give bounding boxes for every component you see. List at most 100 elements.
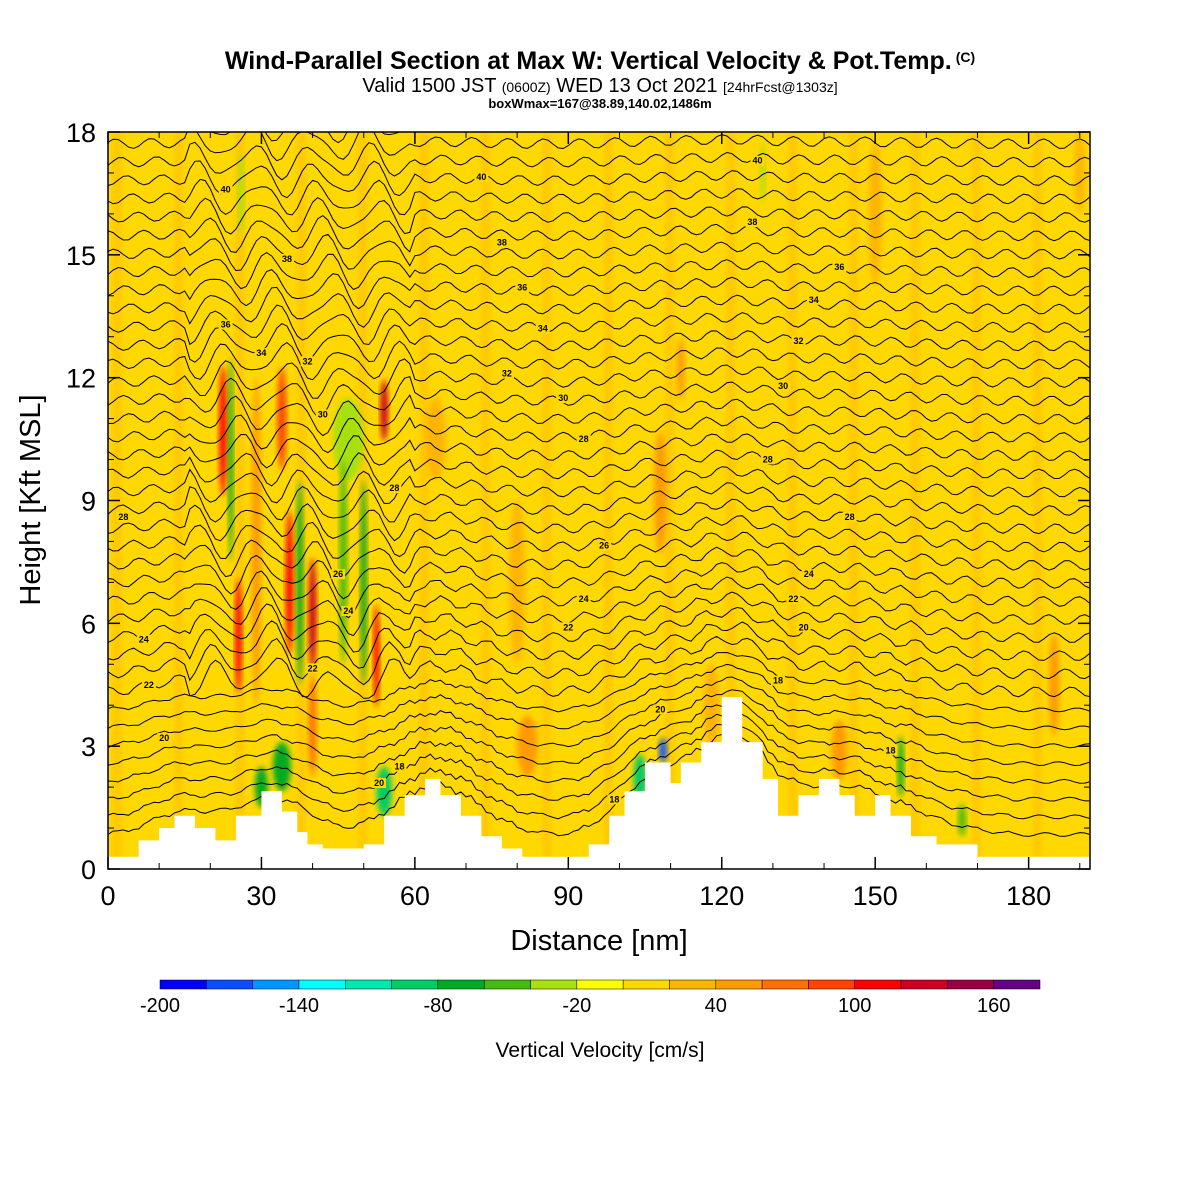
contour-label-bg [801, 569, 816, 580]
contour-label: 26 [599, 541, 609, 551]
contour-label-bg [515, 282, 530, 293]
valid-utc: (0600Z) [501, 79, 551, 95]
contour-label: 28 [389, 483, 399, 493]
velocity-feature [373, 604, 380, 708]
contour-label-bg [883, 745, 898, 756]
theta-contour-line [108, 358, 1090, 399]
valid-date: WED 13 Oct 2021 [556, 75, 718, 97]
contour-label-bg [556, 393, 571, 404]
contour-label-bg [842, 511, 857, 522]
contour-label-bg [116, 511, 131, 522]
x-tick-label: 60 [400, 881, 430, 911]
contour-label: 34 [538, 324, 548, 334]
theta-contour-line [108, 701, 1090, 784]
field-band [563, 132, 572, 869]
contour-label-bg [474, 172, 489, 183]
field-band [624, 132, 633, 869]
theta-contours [108, 132, 1090, 837]
field-band [1054, 132, 1063, 869]
contour-label-bg [392, 761, 407, 772]
field-band [481, 132, 490, 869]
velocity-feature [296, 480, 304, 685]
x-axis-title: Distance [nm] [510, 925, 687, 957]
contour-label-bg [341, 606, 356, 617]
theta-contour-line [108, 160, 1090, 199]
colorbar-swatch [437, 979, 485, 990]
colorbar-swatch [854, 979, 902, 990]
contour-label-bg [499, 368, 514, 379]
theta-contour-line [108, 676, 1090, 749]
x-tick-label: 0 [100, 881, 115, 911]
theta-contour-line [108, 375, 1090, 418]
field-band [767, 132, 776, 869]
theta-contour-line [108, 214, 1090, 253]
field-band [1013, 132, 1022, 869]
colorbar-swatch [391, 979, 439, 990]
contour-label: 20 [655, 704, 665, 714]
contour-label-bg [771, 675, 786, 686]
theta-contour-line [108, 269, 1090, 310]
contour-label: 22 [788, 594, 798, 604]
y-tick-label: 3 [81, 732, 96, 762]
colorbar-swatch [483, 979, 531, 990]
contour-label: 18 [609, 794, 619, 804]
contour-label-bg [315, 409, 330, 420]
contour-label: 20 [374, 778, 384, 788]
contour-label: 20 [799, 622, 809, 632]
field-band [154, 132, 163, 869]
field-band [133, 132, 142, 869]
colorbar-swatch [900, 979, 948, 990]
velocity-feature [235, 578, 242, 693]
field-band [992, 132, 1002, 869]
terrain [108, 697, 1090, 869]
theta-contour-line [108, 635, 1090, 699]
colorbar-tick-label: 160 [977, 995, 1010, 1017]
theta-contour-line [108, 178, 1090, 216]
y-tick-label: 12 [66, 364, 96, 394]
chart-title-block: Wind-Parallel Section at Max W: Vertical… [0, 42, 1200, 110]
contour-label: 40 [221, 184, 231, 194]
theta-contour-line [108, 433, 1090, 470]
contour-label: 38 [282, 254, 292, 264]
field-band [685, 132, 695, 869]
colorbar: -200 -140 -80 -20 40 100 160 [140, 979, 1041, 1017]
contour-label: 28 [118, 512, 128, 522]
colorbar-tick-label: -200 [140, 995, 180, 1017]
valid-time-line: Valid 1500 JST (0600Z) WED 13 Oct 2021 [… [0, 76, 1200, 97]
copyright-mark: (C) [955, 49, 976, 65]
contour-label-bg [387, 483, 402, 494]
x-tick-label: 30 [246, 881, 276, 911]
field-band [870, 132, 879, 869]
contour-label-bg [750, 155, 765, 166]
velocity-feature [517, 715, 538, 777]
velocity-feature [659, 737, 667, 763]
theta-contour-line [108, 663, 1090, 731]
contour-label: 18 [886, 745, 896, 755]
contour-label-bg [607, 794, 622, 805]
theta-contour-line [108, 498, 1090, 542]
contour-label: 30 [318, 410, 328, 420]
colorbar-swatch [761, 979, 809, 990]
colorbar-tick-label: -140 [279, 995, 319, 1017]
theta-contour-line [108, 286, 1090, 328]
x-tick-label: 120 [699, 881, 744, 911]
velocity-feature [360, 480, 367, 685]
theta-contour-line [108, 233, 1090, 272]
theta-contour-line [108, 304, 1090, 346]
velocity-feature [1074, 132, 1085, 214]
theta-contour-line [108, 132, 1090, 162]
chart-title: Wind-Parallel Section at Max W: Vertical… [0, 42, 1200, 76]
contour-label: 28 [579, 434, 589, 444]
theta-contour-line [108, 196, 1090, 235]
theta-contour-line [108, 546, 1090, 600]
field-band [215, 132, 224, 869]
theta-contour-line [108, 651, 1090, 713]
field-band [706, 132, 715, 869]
field-band [829, 132, 838, 869]
contour-label-bg [745, 217, 760, 228]
velocity-feature [237, 152, 245, 235]
colorbar-title: Vertical Velocity [cm/s] [496, 1039, 705, 1062]
contour-label: 24 [343, 606, 353, 616]
contour-label-bg [157, 732, 172, 743]
